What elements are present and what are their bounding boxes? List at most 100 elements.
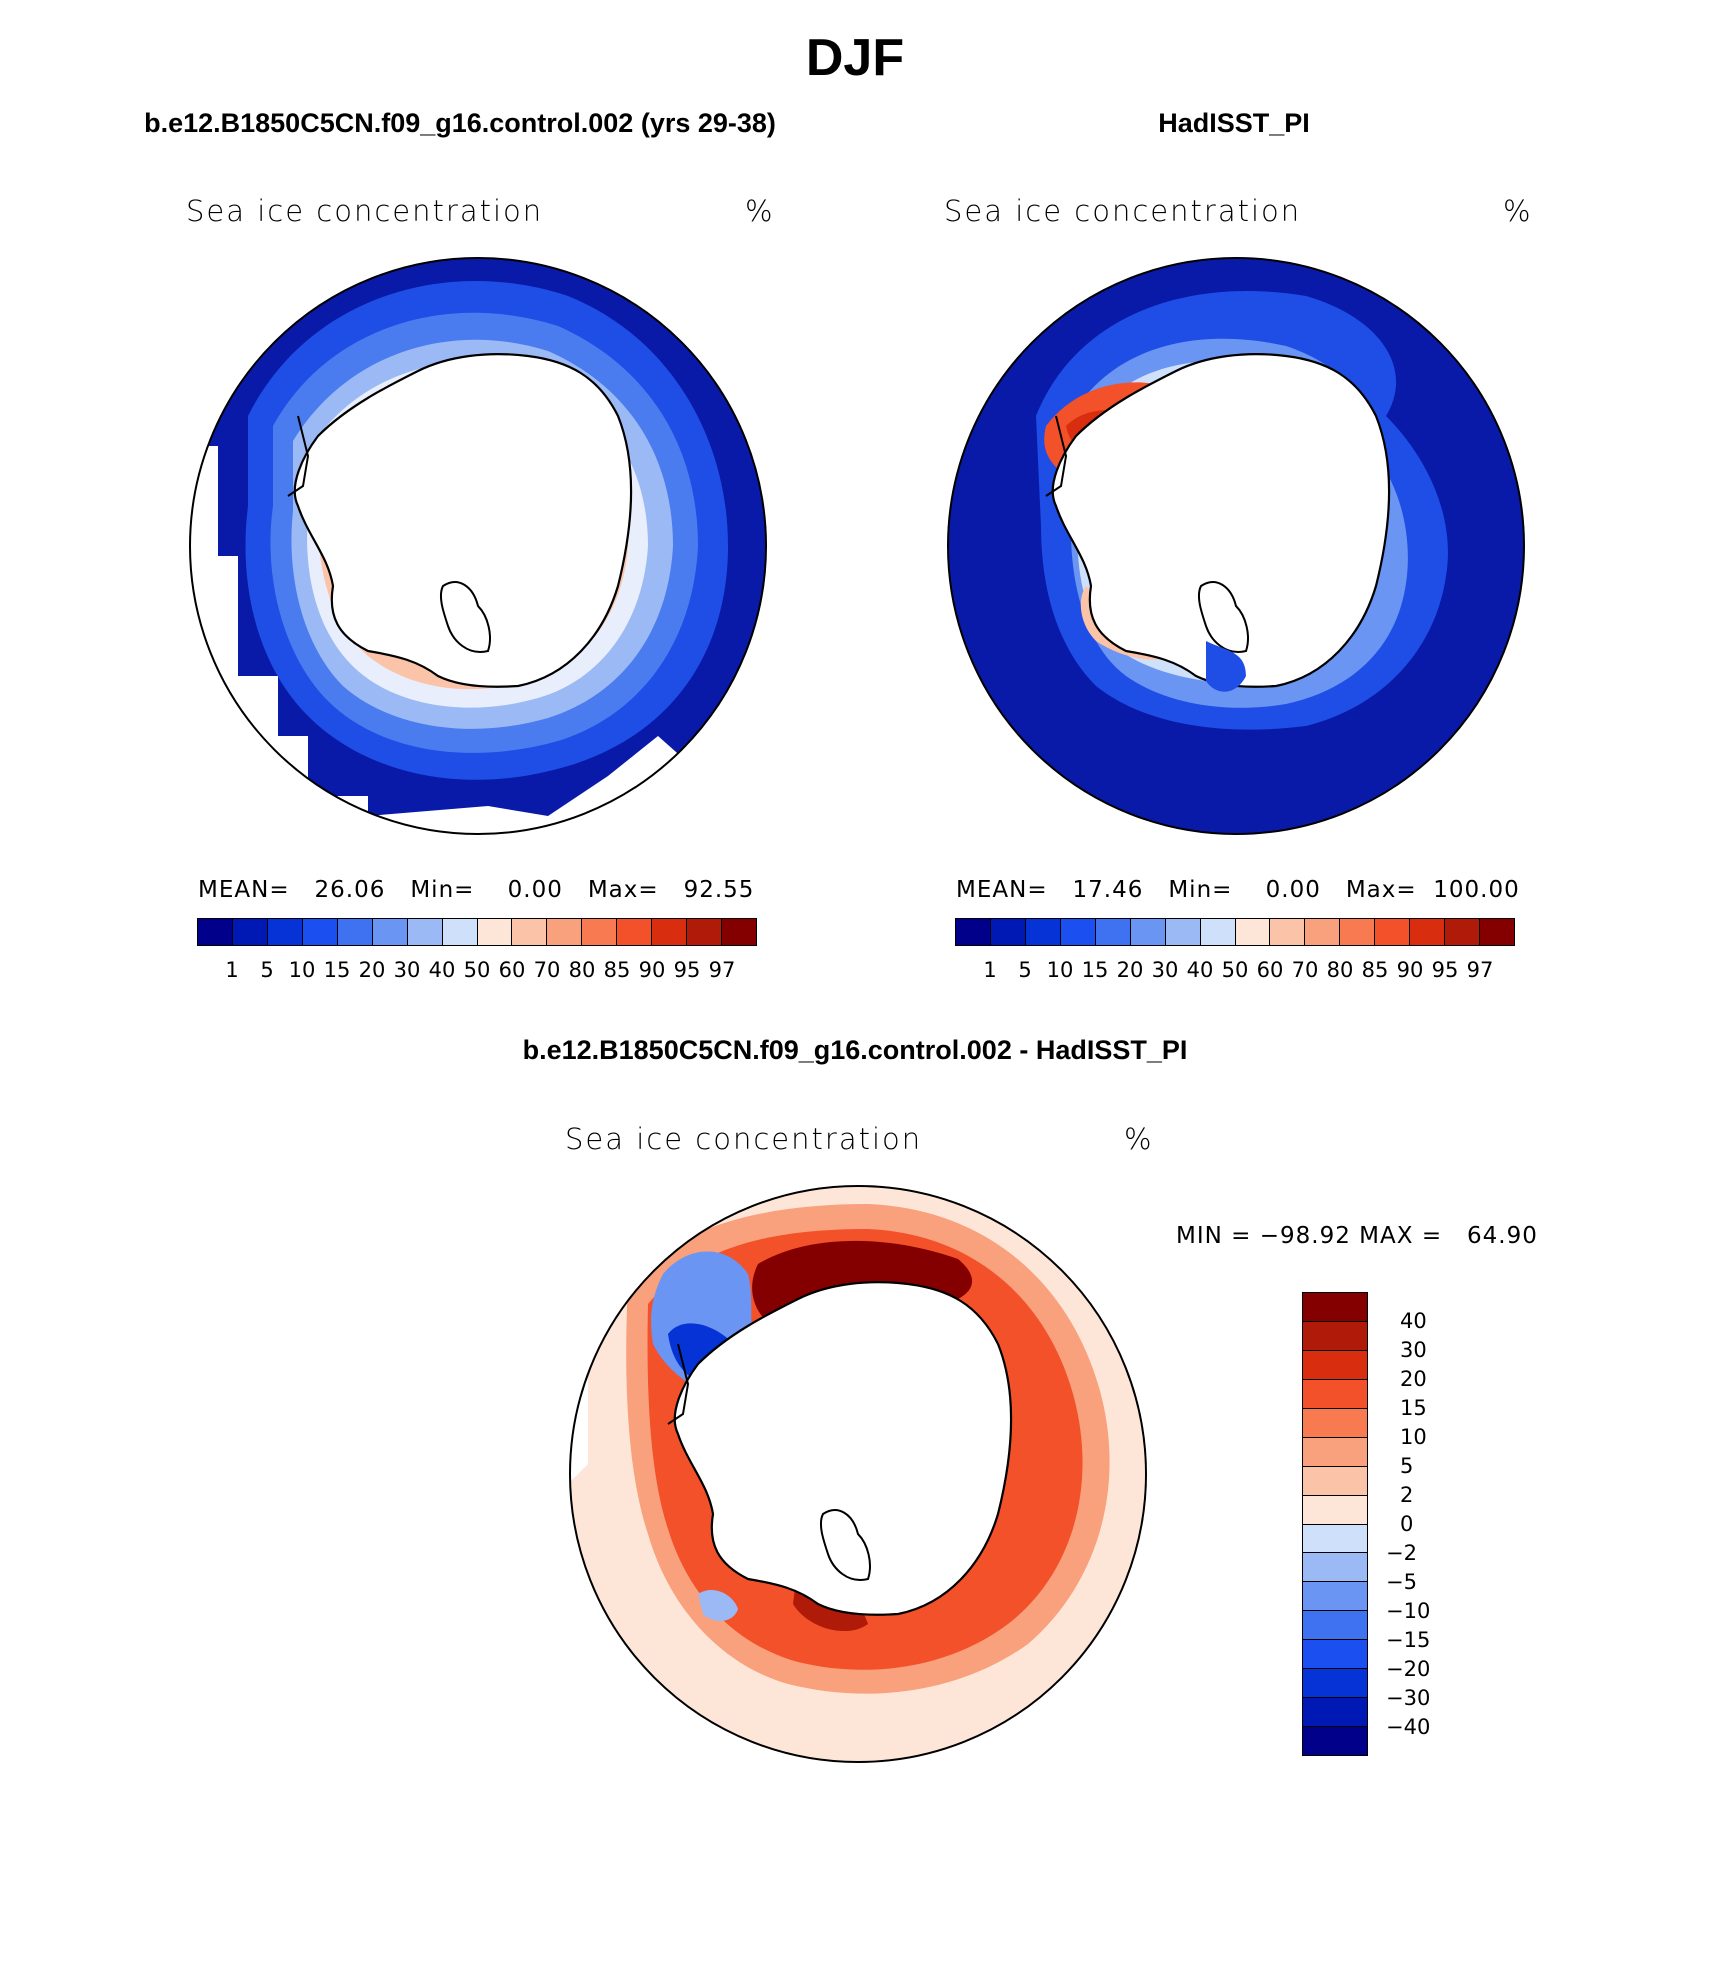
panel-1-colorbar <box>197 918 757 946</box>
colorbar-swatch <box>442 919 478 945</box>
colorbar-tick-label: 5 <box>260 958 274 982</box>
panel-2-title: HadISST_PI <box>1158 108 1310 138</box>
panel-1-colorbar-labels: 1 5 10 15 20 30 40 50 60 70 80 85 90 95 97 <box>197 958 757 984</box>
panel-2-map <box>947 257 1525 835</box>
panel-3-colorbar <box>1302 1292 1368 1756</box>
panel-3-colorbar-labels: 40 30 20 15 10 5 2 0 −2 −5 −10 −15 −20 −30 −40 <box>1386 1292 1466 1756</box>
colorbar-tick-label: 95 <box>1431 958 1459 982</box>
colorbar-swatch <box>1340 919 1376 945</box>
colorbar-swatch <box>1303 1408 1367 1438</box>
colorbar-swatch <box>1270 919 1306 945</box>
panel-3-units: % <box>1124 1122 1152 1156</box>
colorbar-tick-label: 20 <box>358 958 386 982</box>
colorbar-swatch <box>547 919 583 945</box>
colorbar-tick-label: 10 <box>1046 958 1074 982</box>
colorbar-swatch <box>512 919 548 945</box>
colorbar-tick-label: 70 <box>1291 958 1319 982</box>
colorbar-swatch <box>1305 919 1341 945</box>
colorbar-swatch <box>582 919 618 945</box>
panel-2-stats: MEAN= 17.46 Min= 0.00 Max= 100.00 <box>956 877 1520 903</box>
panel-1-stats: MEAN= 26.06 Min= 0.00 Max= 92.55 <box>198 877 755 903</box>
colorbar-tick-label: 10 <box>1400 1425 1427 1449</box>
colorbar-swatch <box>1303 1437 1367 1467</box>
colorbar-tick-label: 85 <box>603 958 631 982</box>
panel-2-colorbar <box>955 918 1515 946</box>
colorbar-tick-label: 50 <box>1221 958 1249 982</box>
colorbar-swatch <box>652 919 688 945</box>
panel-2-units: % <box>1503 194 1531 228</box>
colorbar-swatch <box>1303 1524 1367 1554</box>
colorbar-swatch <box>1165 919 1201 945</box>
colorbar-tick-label: 30 <box>1151 958 1179 982</box>
colorbar-tick-label: 80 <box>568 958 596 982</box>
colorbar-tick-label: 40 <box>428 958 456 982</box>
colorbar-tick-label: −20 <box>1386 1657 1431 1681</box>
colorbar-tick-label: 90 <box>1396 958 1424 982</box>
colorbar-tick-label: 70 <box>533 958 561 982</box>
colorbar-swatch <box>1303 1553 1367 1583</box>
colorbar-tick-label: 50 <box>463 958 491 982</box>
colorbar-swatch <box>1200 919 1236 945</box>
colorbar-tick-label: 2 <box>1400 1483 1414 1507</box>
colorbar-swatch <box>407 919 443 945</box>
colorbar-swatch <box>1445 919 1481 945</box>
colorbar-tick-label: 85 <box>1361 958 1389 982</box>
panel-3-stats: MIN = −98.92 MAX = 64.90 <box>1176 1223 1538 1249</box>
colorbar-swatch <box>1130 919 1166 945</box>
colorbar-swatch <box>1303 1350 1367 1380</box>
colorbar-swatch <box>990 919 1026 945</box>
colorbar-tick-label: 1 <box>983 958 997 982</box>
colorbar-tick-label: 15 <box>323 958 351 982</box>
panel-1-map <box>189 257 767 835</box>
colorbar-swatch <box>1303 1466 1367 1496</box>
colorbar-swatch <box>1303 1582 1367 1612</box>
colorbar-swatch <box>722 919 756 945</box>
colorbar-swatch <box>956 919 991 945</box>
colorbar-swatch <box>1235 919 1271 945</box>
colorbar-tick-label: −5 <box>1386 1570 1417 1594</box>
colorbar-swatch <box>1303 1727 1367 1755</box>
colorbar-swatch <box>1303 1698 1367 1728</box>
colorbar-tick-label: 5 <box>1400 1454 1414 1478</box>
colorbar-tick-label: 15 <box>1400 1396 1427 1420</box>
panel-1-variable: Sea ice concentration <box>186 194 544 228</box>
page-title: DJF <box>805 29 905 87</box>
colorbar-swatch <box>198 919 233 945</box>
colorbar-tick-label: 1 <box>225 958 239 982</box>
colorbar-swatch <box>1303 1293 1367 1322</box>
colorbar-tick-label: −15 <box>1386 1628 1431 1652</box>
colorbar-tick-label: 97 <box>708 958 736 982</box>
colorbar-swatch <box>267 919 303 945</box>
colorbar-tick-label: 20 <box>1400 1367 1427 1391</box>
colorbar-tick-label: 40 <box>1400 1309 1427 1333</box>
colorbar-swatch <box>1375 919 1411 945</box>
colorbar-swatch <box>1480 919 1514 945</box>
colorbar-swatch <box>477 919 513 945</box>
colorbar-tick-label: 15 <box>1081 958 1109 982</box>
colorbar-swatch <box>1303 1379 1367 1409</box>
colorbar-swatch <box>1060 919 1096 945</box>
colorbar-tick-label: 5 <box>1018 958 1032 982</box>
panel-3-map <box>569 1185 1147 1763</box>
colorbar-swatch <box>1303 1640 1367 1670</box>
colorbar-swatch <box>1025 919 1061 945</box>
colorbar-swatch <box>1303 1669 1367 1699</box>
colorbar-swatch <box>1410 919 1446 945</box>
panel-1-units: % <box>745 194 773 228</box>
colorbar-tick-label: 80 <box>1326 958 1354 982</box>
colorbar-swatch <box>1303 1611 1367 1641</box>
colorbar-swatch <box>337 919 373 945</box>
colorbar-tick-label: 0 <box>1400 1512 1414 1536</box>
colorbar-tick-label: 90 <box>638 958 666 982</box>
colorbar-tick-label: 40 <box>1186 958 1214 982</box>
colorbar-swatch <box>232 919 268 945</box>
panel-2-colorbar-labels: 1 5 10 15 20 30 40 50 60 70 80 85 90 95 97 <box>955 958 1515 984</box>
colorbar-tick-label: 30 <box>1400 1338 1427 1362</box>
colorbar-tick-label: 10 <box>288 958 316 982</box>
colorbar-swatch <box>617 919 653 945</box>
colorbar-tick-label: −30 <box>1386 1686 1431 1710</box>
colorbar-swatch <box>687 919 723 945</box>
colorbar-tick-label: 95 <box>673 958 701 982</box>
panel-3-variable: Sea ice concentration <box>565 1122 923 1156</box>
panel-2-variable: Sea ice concentration <box>944 194 1302 228</box>
